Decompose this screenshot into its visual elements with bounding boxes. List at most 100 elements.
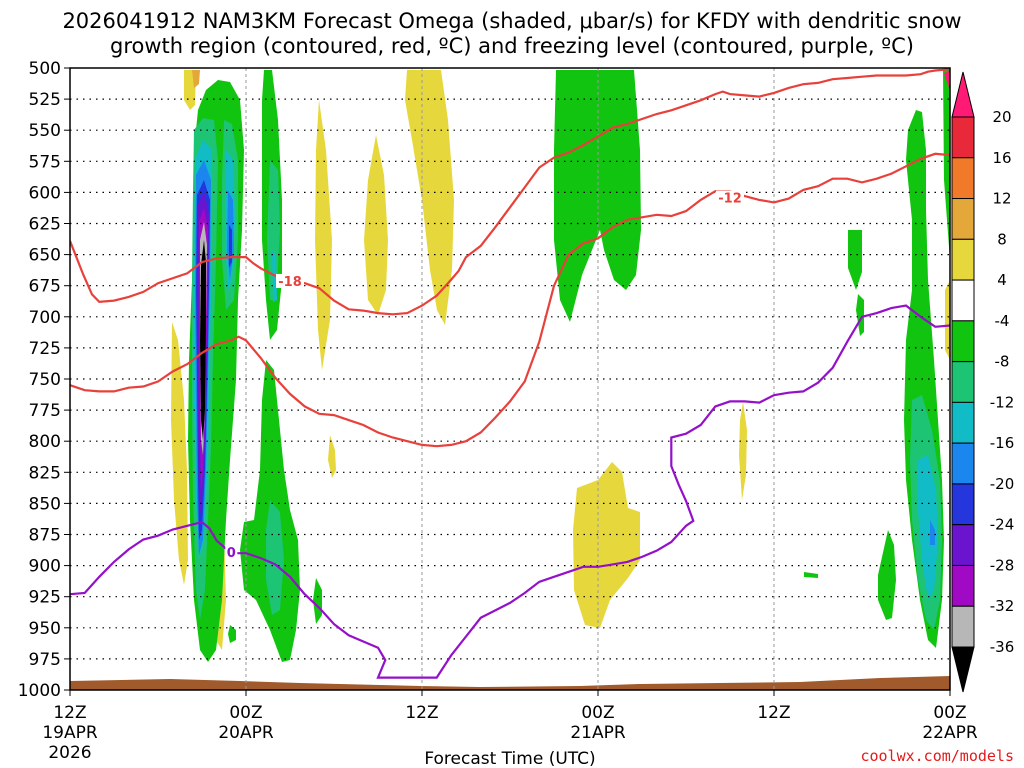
omega-area-pos4	[171, 322, 188, 585]
omega-area-neg8	[266, 500, 284, 615]
x-tick-label: 12Z	[757, 703, 790, 723]
omega-area-neg4	[313, 578, 322, 624]
x-tick-label: 00Z	[933, 703, 966, 723]
colorbar-label: 8	[997, 230, 1007, 248]
x-tick-label: 19APR	[42, 723, 98, 743]
x-tick-label: 12Z	[405, 703, 438, 723]
y-tick-label: 850	[29, 494, 61, 514]
omega-area-neg4	[804, 572, 818, 578]
y-tick-label: 650	[29, 246, 61, 266]
omega-area-pos4	[364, 135, 388, 315]
colorbar-top-arrow	[951, 71, 975, 118]
omega-area-neg4	[848, 230, 862, 290]
y-tick-label: 975	[29, 650, 61, 670]
omega-area-pos4	[739, 402, 747, 500]
contour-label: 0	[227, 546, 236, 561]
colorbar-swatch	[951, 238, 975, 281]
y-tick-label: 575	[29, 152, 61, 172]
y-tick-label: 750	[29, 370, 61, 390]
colorbar-swatch	[951, 279, 975, 322]
y-tick-label: 500	[29, 59, 61, 79]
freezing-level-contour	[70, 304, 950, 679]
y-tick-label: 825	[29, 463, 61, 483]
colorbar-label: -16	[990, 434, 1015, 452]
credit-text: coolwx.com/models	[860, 747, 1014, 765]
x-tick-label: 00Z	[229, 703, 262, 723]
colorbar-label: -20	[990, 475, 1015, 493]
y-tick-label: 950	[29, 619, 61, 639]
y-tick-label: 625	[29, 215, 61, 235]
omega-area-neg4	[228, 625, 236, 643]
colorbar-swatch	[951, 564, 975, 607]
colorbar-label: 12	[992, 190, 1011, 208]
colorbar-label: -28	[990, 556, 1015, 574]
ground-terrain	[70, 676, 950, 690]
x-tick-label: 12Z	[53, 703, 86, 723]
y-tick-label: 550	[29, 121, 61, 141]
colorbar-swatch	[951, 605, 975, 648]
contour-labels: -18 -12 0	[225, 190, 744, 561]
omega-area-pos4	[184, 70, 196, 110]
colorbar-label: -4	[995, 312, 1010, 330]
contour-label-bg	[225, 545, 238, 560]
omega-area-pos8	[192, 70, 200, 88]
omega-area-pos4	[315, 100, 332, 370]
omega-area-neg20	[229, 225, 232, 268]
colorbar-swatch	[951, 483, 975, 526]
colorbar-swatch	[951, 401, 975, 444]
y-tick-label: 1000	[18, 681, 61, 701]
y-tick-label: 600	[29, 183, 61, 203]
omega-area-pos4	[945, 280, 950, 360]
contour-label: -12	[718, 192, 742, 207]
colorbar-bottom-arrow	[951, 646, 975, 693]
y-tick-label: 775	[29, 401, 61, 421]
dgz-lower-contour	[70, 152, 950, 448]
y-tick-label: 525	[29, 90, 61, 110]
y-tick-label: 800	[29, 432, 61, 452]
x-axis-label: Forecast Time (UTC)	[424, 749, 595, 768]
y-tick-label: 725	[29, 339, 61, 359]
colorbar-label: 4	[997, 271, 1007, 289]
colorbar-swatch	[951, 320, 975, 363]
colorbar-swatch	[951, 442, 975, 485]
x-tick-label: 22APR	[922, 723, 978, 743]
omega-area-pos4	[405, 70, 454, 325]
omega-area-neg36	[200, 240, 206, 440]
dgz-upper-contour	[70, 68, 950, 316]
omega-area-pos20	[944, 70, 950, 90]
contour-label-bg	[276, 273, 304, 288]
y-tick-label: 675	[29, 277, 61, 297]
y-axis: 500 525 550 575 600 625 650 675 700 725 750 775 800 8…	[18, 59, 70, 701]
colorbar-label: 16	[992, 149, 1011, 167]
colorbar-label: -12	[990, 393, 1015, 411]
x-gridlines	[245, 68, 775, 690]
x-tick-label: 2026	[48, 743, 91, 763]
contour-label-bg	[716, 190, 744, 205]
colorbar-swatch	[951, 361, 975, 403]
x-tick-label: 20APR	[218, 723, 274, 743]
colorbar-swatch	[951, 157, 975, 200]
colorbar: 20 16 12 8 4 -4 -8 -12 -16 -20 -24 -28 -32 -36	[951, 71, 1015, 693]
colorbar-swatch	[951, 524, 975, 566]
colorbar-label: -32	[990, 597, 1015, 615]
colorbar-label: 20	[992, 108, 1011, 126]
colorbar-label: -8	[995, 353, 1010, 371]
y-tick-label: 700	[29, 308, 61, 328]
omega-area-neg8	[267, 160, 280, 300]
colorbar-label: -24	[990, 516, 1015, 534]
colorbar-label: -36	[990, 638, 1015, 656]
omega-area-neg12	[918, 455, 938, 600]
omega-area-neg4	[878, 530, 896, 620]
chart-title: 2026041912 NAM3KM Forecast Omega (shaded…	[62, 9, 961, 33]
chart-subtitle: growth region (contoured, red, ºC) and f…	[110, 34, 914, 58]
contour-label: -18	[278, 275, 302, 290]
colorbar-swatch	[951, 116, 975, 159]
omega-area-neg4	[856, 294, 864, 336]
y-tick-label: 875	[29, 526, 61, 546]
colorbar-swatch	[951, 198, 975, 240]
omega-area-neg16	[930, 520, 935, 545]
y-tick-label: 925	[29, 588, 61, 608]
x-tick-label: 21APR	[570, 723, 626, 743]
